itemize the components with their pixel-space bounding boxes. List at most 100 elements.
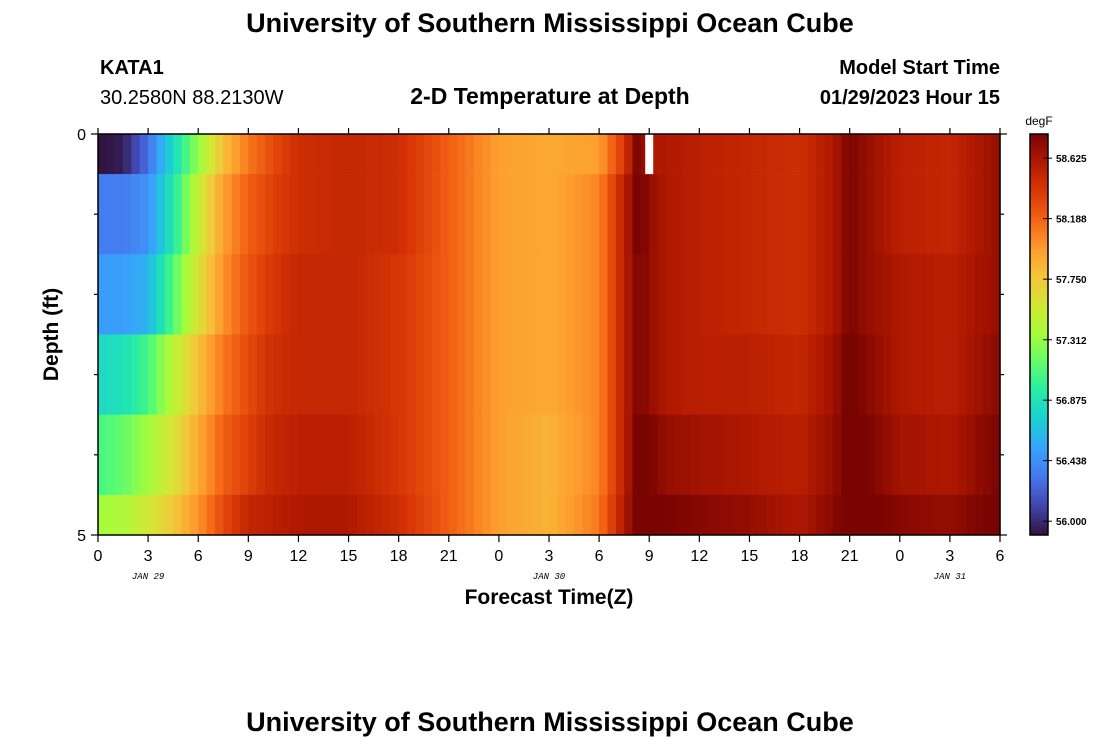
heatmap-cell <box>123 334 133 415</box>
heatmap-cell <box>574 174 584 255</box>
heatmap-cell <box>198 334 208 415</box>
heatmap-cell <box>273 414 283 496</box>
x-tick-label: 6 <box>996 548 1005 565</box>
heatmap-cell <box>373 174 383 255</box>
heatmap-cell <box>423 174 433 255</box>
heatmap-cell <box>457 414 467 496</box>
heatmap-cell <box>774 254 784 335</box>
heatmap-cell <box>356 334 366 415</box>
heatmap-cell <box>473 174 483 255</box>
heatmap-cell <box>490 494 500 536</box>
heatmap-cell <box>741 414 751 496</box>
heatmap-cell <box>164 414 174 496</box>
heatmap-cell <box>958 414 968 496</box>
heatmap-cell <box>131 334 141 415</box>
heatmap-cell <box>273 334 283 415</box>
x-tick-label: 15 <box>741 548 759 565</box>
heatmap-cell <box>507 414 517 496</box>
heatmap-cell <box>607 134 617 175</box>
heatmap-cell <box>599 134 609 175</box>
heatmap-cell <box>114 414 124 496</box>
heatmap-cell <box>515 334 525 415</box>
heatmap-cell <box>590 334 600 415</box>
heatmap-cell <box>933 494 943 536</box>
heatmap-cell <box>599 174 609 255</box>
heatmap-cell <box>974 494 984 536</box>
heatmap-cell <box>716 414 725 496</box>
heatmap-cell <box>206 334 216 415</box>
x-tick-label: 3 <box>144 548 153 565</box>
heatmap-cell <box>532 334 542 415</box>
heatmap-cell <box>741 334 751 415</box>
heatmap-cell <box>958 174 968 255</box>
heatmap-cell <box>949 334 959 415</box>
heatmap-cell <box>123 414 133 496</box>
heatmap-cell <box>482 254 492 335</box>
heatmap-cell <box>457 134 467 175</box>
heatmap-cell <box>348 334 358 415</box>
heatmap-cell <box>657 254 667 335</box>
model-start-label: Model Start Time <box>839 57 1000 79</box>
heatmap-cell <box>482 174 492 255</box>
x-tick-label: 0 <box>895 548 904 565</box>
heatmap-cell <box>916 334 926 415</box>
heatmap-cell <box>741 134 751 175</box>
heatmap-cell <box>265 254 274 335</box>
heatmap-cell <box>448 174 458 255</box>
heatmap-cell <box>239 254 249 335</box>
heatmap-cell <box>156 414 166 496</box>
heatmap-cell <box>908 254 918 335</box>
heatmap-cell <box>966 494 976 536</box>
heatmap-cell <box>690 334 700 415</box>
heatmap-cell <box>807 334 817 415</box>
heatmap-cell <box>281 494 291 536</box>
heatmap-cell <box>557 174 567 255</box>
colorbar: 58.625 58.188 57.750 57.312 56.875 56.438 56.0… <box>1029 133 1087 536</box>
heatmap-cell <box>465 254 475 335</box>
heatmap-cell <box>131 134 141 175</box>
heatmap-cell <box>824 174 834 255</box>
heatmap-cell <box>306 254 316 335</box>
heatmap-cell <box>665 414 675 496</box>
heatmap-cell <box>407 174 416 255</box>
x-tick-label: 9 <box>244 548 253 565</box>
heatmap-cell <box>440 494 450 536</box>
heatmap-cell <box>281 254 291 335</box>
heatmap-cell <box>490 254 500 335</box>
heatmap-cell <box>106 414 116 496</box>
heatmap-cell <box>891 254 901 335</box>
heatmap-cell <box>774 174 784 255</box>
heatmap-cell <box>799 494 809 536</box>
heatmap-cell <box>782 174 792 255</box>
x-tick-label: 21 <box>841 548 859 565</box>
y-tick-label: 5 <box>77 528 86 545</box>
heatmap-cell <box>949 134 959 175</box>
heatmap-cell <box>749 174 759 255</box>
heatmap-cell <box>532 174 542 255</box>
heatmap-cell <box>557 334 567 415</box>
heatmap-cell <box>198 254 208 335</box>
heatmap-cell <box>306 414 316 496</box>
heatmap-cell <box>239 174 249 255</box>
heatmap-cell <box>933 414 943 496</box>
heatmap-cell <box>582 254 592 335</box>
heatmap-cell <box>741 494 751 536</box>
x-tick-label: 12 <box>690 548 708 565</box>
heatmap-cell <box>824 414 834 496</box>
heatmap-cell <box>858 134 867 175</box>
heatmap-cell <box>98 334 107 415</box>
heatmap-cell <box>991 414 1001 496</box>
heatmap-cell <box>206 134 216 175</box>
heatmap-cell <box>298 334 308 415</box>
heatmap-cell <box>624 414 634 496</box>
heatmap-cell <box>974 174 984 255</box>
heatmap-cell <box>782 334 792 415</box>
heatmap-cell <box>523 414 533 496</box>
heatmap-cell <box>340 334 350 415</box>
heatmap-cell <box>549 174 558 255</box>
heatmap-cell <box>214 414 224 496</box>
heatmap-cell <box>724 134 734 175</box>
heatmap-cell <box>256 414 266 496</box>
heatmap-cell <box>941 494 951 536</box>
